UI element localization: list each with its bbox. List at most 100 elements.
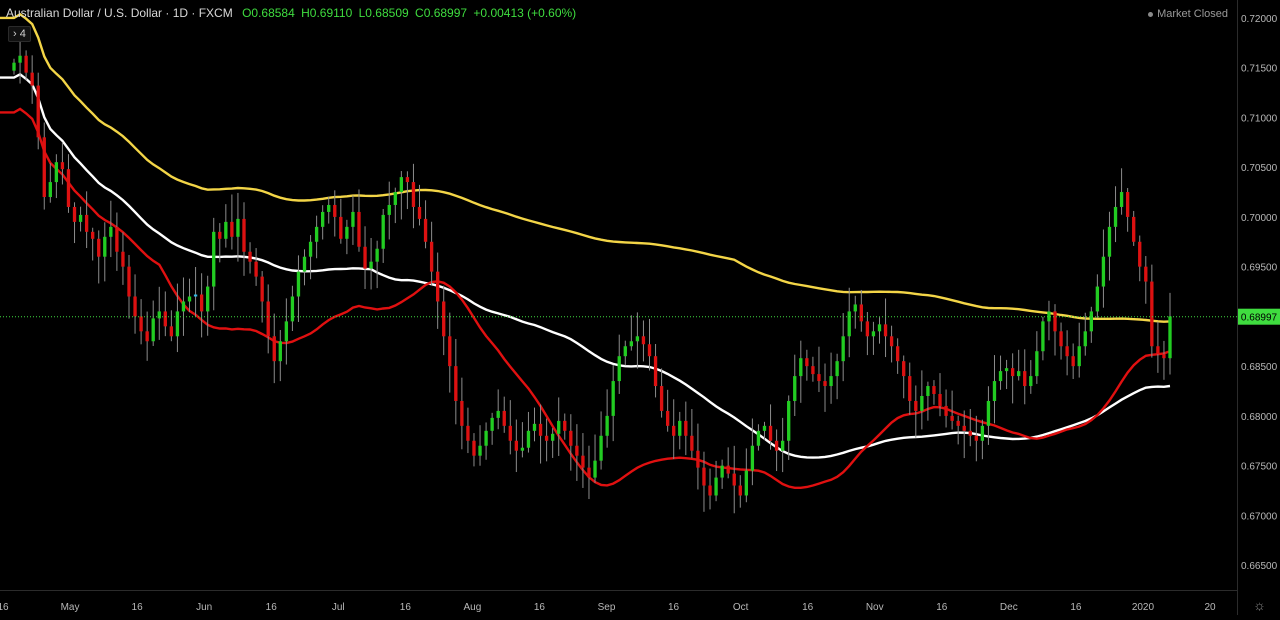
candle-body xyxy=(1095,286,1100,312)
candle-body xyxy=(133,296,137,317)
candle-body xyxy=(599,435,603,461)
candle-body xyxy=(127,266,131,297)
candle-body xyxy=(841,336,845,362)
candle-body xyxy=(1144,266,1148,282)
candle-body xyxy=(490,417,494,431)
x-tick-label: 16 xyxy=(266,602,278,613)
candle-body xyxy=(932,386,936,395)
candle-body xyxy=(308,241,313,257)
candle-body xyxy=(787,400,791,441)
candle-body xyxy=(496,410,500,418)
indicator-toggle-button[interactable]: › 4 xyxy=(8,26,31,42)
x-tick-label: 16 xyxy=(400,602,412,613)
last-price-label: 0.68997 xyxy=(1241,313,1278,324)
candle-body xyxy=(466,425,470,441)
candle-body xyxy=(411,182,416,207)
market-status-label: Market Closed xyxy=(1157,8,1228,20)
candle-body xyxy=(557,420,561,434)
candle-body xyxy=(272,336,276,362)
candle-body xyxy=(665,410,670,426)
low-value: L0.68509 xyxy=(358,6,409,20)
candle-body xyxy=(78,214,83,222)
x-tick-label: Dec xyxy=(1000,602,1018,613)
candle-body xyxy=(405,177,410,183)
candle-body xyxy=(290,296,295,322)
candle-body xyxy=(175,311,180,337)
status-dot-icon xyxy=(1148,11,1154,17)
candle-body xyxy=(369,261,373,269)
indicator-count: 4 xyxy=(19,28,26,40)
candle-body xyxy=(865,321,870,337)
candle-body xyxy=(635,336,640,342)
candle-body xyxy=(1059,331,1063,347)
candle-body xyxy=(998,371,1003,382)
high-value: H0.69110 xyxy=(301,6,353,20)
candle-body xyxy=(581,455,585,468)
candle-body xyxy=(423,218,428,242)
candle-body xyxy=(230,221,234,237)
candle-body xyxy=(992,381,997,401)
candle-body xyxy=(484,430,488,446)
candle-body xyxy=(284,321,289,342)
candle-body xyxy=(859,304,863,322)
candle-body xyxy=(442,301,446,337)
candle-body xyxy=(659,386,664,411)
candle-body xyxy=(714,477,718,496)
candle-body xyxy=(835,361,839,377)
candle-body xyxy=(97,238,101,257)
gear-icon[interactable]: ☼ xyxy=(1253,597,1266,613)
x-tick-label: Jun xyxy=(196,602,212,613)
x-tick-label: 16 xyxy=(132,602,144,613)
candle-body xyxy=(206,286,210,312)
candle-body xyxy=(181,301,186,312)
candle-body xyxy=(956,420,960,426)
candle-body xyxy=(417,206,422,219)
candle-body xyxy=(944,405,948,416)
ma-slow-line xyxy=(0,12,1171,323)
candle-body xyxy=(762,425,767,431)
candles xyxy=(12,29,1172,514)
candle-body xyxy=(121,251,125,267)
candle-body xyxy=(986,400,991,426)
open-value: O0.68584 xyxy=(242,6,295,20)
candle-body xyxy=(314,226,319,242)
candle-body xyxy=(351,211,355,227)
candle-body xyxy=(1023,371,1027,387)
candle-body xyxy=(732,473,736,486)
candle-body xyxy=(145,331,149,342)
candle-body xyxy=(1125,192,1130,217)
candle-body xyxy=(66,169,71,207)
candle-body xyxy=(938,394,942,406)
candle-body xyxy=(1047,311,1051,322)
last-price-badge xyxy=(1238,308,1280,325)
candle-body xyxy=(296,271,301,297)
candle-body xyxy=(91,231,95,239)
candle-body xyxy=(30,72,34,86)
candle-body xyxy=(48,182,52,198)
y-tick-label: 0.70500 xyxy=(1241,163,1278,174)
candle-body xyxy=(853,304,857,312)
symbol-title[interactable]: Australian Dollar / U.S. Dollar · 1D · F… xyxy=(6,6,233,20)
candle-body xyxy=(617,356,621,382)
candle-body xyxy=(1029,376,1033,387)
candle-body xyxy=(902,361,906,377)
candle-body xyxy=(387,204,391,215)
candle-body xyxy=(115,226,119,252)
candle-body xyxy=(520,447,525,451)
y-tick-label: 0.72000 xyxy=(1241,14,1278,25)
x-tick-label: 2020 xyxy=(1132,602,1155,613)
candle-body xyxy=(42,137,46,198)
candle-body xyxy=(908,376,912,401)
candle-body xyxy=(254,261,258,277)
candle-body xyxy=(1010,368,1015,377)
change-value: +0.00413 (+0.60%) xyxy=(473,6,577,20)
candle-body xyxy=(278,341,282,362)
candle-body xyxy=(914,400,918,411)
x-tick-label: 20 xyxy=(1204,602,1216,613)
candle-body xyxy=(587,467,591,478)
x-tick-label: 16 xyxy=(936,602,948,613)
candle-body xyxy=(151,318,155,342)
